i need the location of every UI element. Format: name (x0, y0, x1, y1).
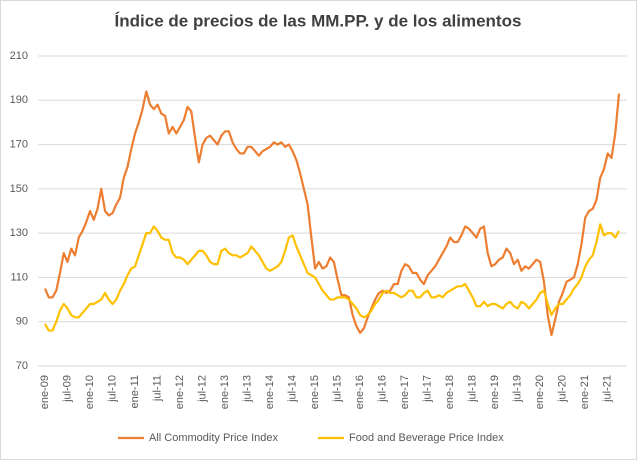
data-line (44, 223, 620, 332)
x-tick-label: jul-21 (602, 375, 614, 403)
x-tick-label: jul-18 (467, 375, 479, 403)
x-tick-label: jul-13 (241, 375, 253, 403)
x-tick-label: ene-11 (129, 375, 141, 408)
x-tick-label: ene-13 (219, 375, 231, 409)
y-tick-label: 190 (10, 94, 28, 106)
x-tick-label: ene-12 (174, 375, 186, 409)
y-tick-label: 110 (10, 271, 28, 283)
data-line (43, 90, 621, 337)
x-tick-label: ene-19 (489, 375, 501, 409)
x-tick-label: jul-10 (106, 375, 118, 403)
y-tick-label: 170 (10, 138, 28, 150)
x-tick-label: jul-12 (196, 375, 208, 403)
x-tick-label: jul-16 (377, 375, 389, 403)
y-tick-label: 70 (16, 360, 28, 372)
chart-title: Índice de precios de las MM.PP. y de los… (115, 11, 522, 30)
x-tick-label: ene-18 (444, 375, 456, 409)
x-tick-label: ene-14 (264, 375, 276, 409)
x-tick-label: jul-09 (61, 375, 73, 403)
x-tick-label: jul-19 (512, 375, 524, 403)
x-tick-label: jul-15 (332, 375, 344, 403)
x-tick-label: ene-09 (39, 375, 51, 409)
x-tick-label: ene-10 (84, 375, 96, 409)
x-tick-label: jul-11 (151, 375, 163, 402)
legend-label: Food and Beverage Price Index (349, 432, 504, 444)
y-tick-label: 150 (10, 183, 28, 195)
x-tick-label: jul-20 (557, 375, 569, 403)
x-tick-label: jul-14 (287, 375, 299, 403)
x-tick-label: ene-21 (579, 375, 591, 409)
x-tick-label: ene-16 (354, 375, 366, 409)
y-tick-label: 130 (10, 227, 28, 239)
x-tick-label: ene-20 (534, 375, 546, 409)
x-tick-label: ene-17 (399, 375, 411, 409)
x-tick-label: ene-15 (309, 375, 321, 409)
legend-label: All Commodity Price Index (149, 432, 278, 444)
x-tick-label: jul-17 (422, 375, 434, 403)
y-tick-label: 90 (16, 316, 28, 328)
y-tick-label: 210 (10, 50, 28, 62)
